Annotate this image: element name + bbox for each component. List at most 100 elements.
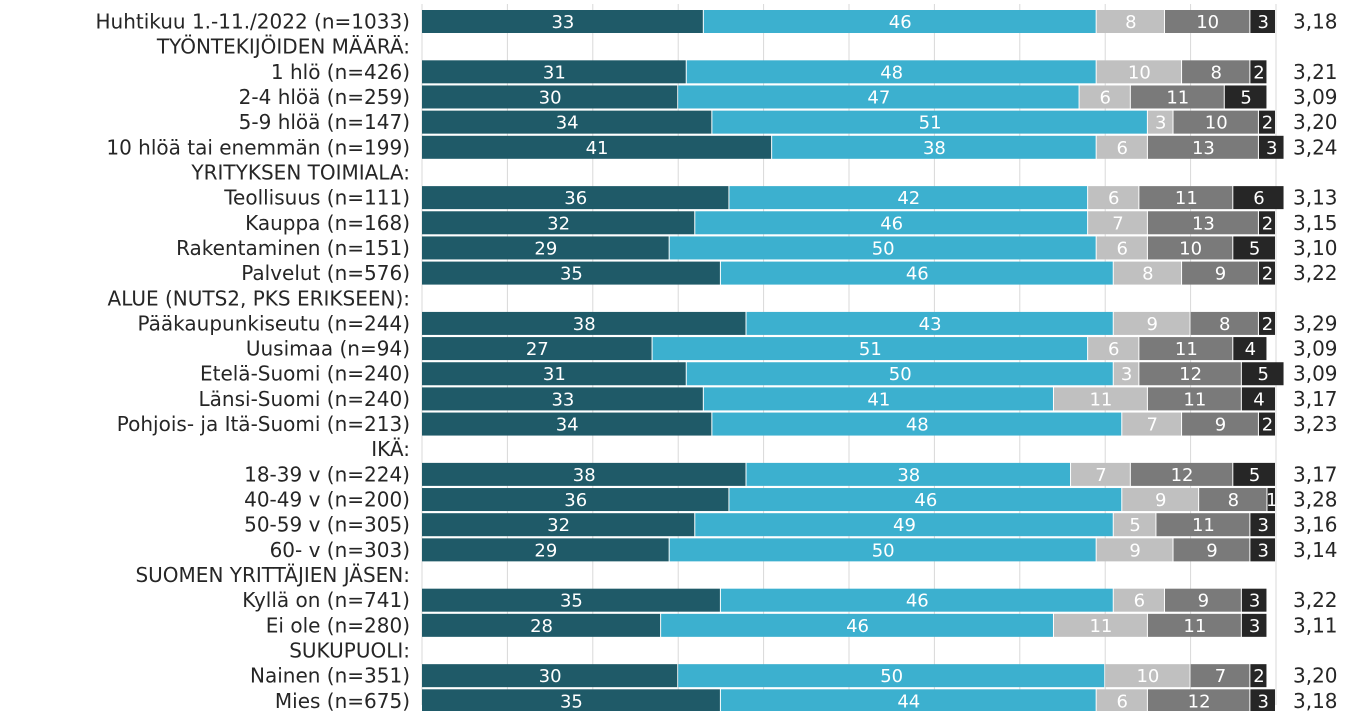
row-label: Nainen (n=351) xyxy=(250,664,410,688)
average-value: 3,14 xyxy=(1293,538,1338,562)
row-label: 1 hlö (n=426) xyxy=(271,60,410,84)
bar-row: Rakentaminen (n=151) 29 50 6 10 5 3,10 xyxy=(176,236,1337,260)
bar-segment xyxy=(712,412,1122,436)
average-value: 3,21 xyxy=(1293,60,1338,84)
segment-value-label: 3 xyxy=(1257,12,1268,33)
segment-value-label: 7 xyxy=(1215,666,1226,687)
segment-value-label: 47 xyxy=(867,87,890,108)
segment-value-label: 5 xyxy=(1240,87,1251,108)
segment-value-label: 10 xyxy=(1205,113,1228,134)
segment-value-label: 2 xyxy=(1253,62,1264,83)
bar-segment xyxy=(422,236,669,260)
bar-segment xyxy=(1258,211,1275,235)
segment-value-label: 8 xyxy=(1142,264,1153,285)
bar-row: 60- v (n=303) 29 50 9 9 3 3,14 xyxy=(270,538,1338,562)
row-label: Kauppa (n=168) xyxy=(245,211,410,235)
bar-segment xyxy=(746,462,1071,486)
segment-value-label: 8 xyxy=(1228,490,1239,511)
segment-value-label: 3 xyxy=(1121,364,1132,385)
segment-value-label: 11 xyxy=(1175,339,1198,360)
segment-value-label: 50 xyxy=(889,364,912,385)
row-label: Rakentaminen (n=151) xyxy=(176,236,410,260)
group-header: YRITYKSEN TOIMIALA: xyxy=(190,160,410,184)
bar-segment xyxy=(422,135,772,159)
bar-segment xyxy=(422,10,703,33)
bar-segment xyxy=(1241,387,1275,411)
average-value: 3,20 xyxy=(1293,110,1338,134)
segment-value-label: 3 xyxy=(1257,540,1268,561)
segment-value-label: 6 xyxy=(1117,691,1128,711)
group-header: SUOMEN YRITTÄJIEN JÄSEN: xyxy=(135,563,410,587)
bar-segment xyxy=(1139,362,1241,386)
bar-row: Huhtikuu 1.-11./2022 (n=1033) 33 46 8 10 3 3,1… xyxy=(95,10,1337,34)
average-value: 3,24 xyxy=(1293,135,1338,159)
bar-segment xyxy=(422,387,703,411)
bar-segment xyxy=(422,311,746,335)
segment-value-label: 3 xyxy=(1155,113,1166,134)
bar-segment xyxy=(1241,362,1284,386)
segment-value-label: 3 xyxy=(1266,138,1277,159)
bar-segment xyxy=(1053,387,1147,411)
bar-segment xyxy=(1233,236,1275,260)
bar-segment xyxy=(422,261,720,285)
segment-value-label: 32 xyxy=(547,213,570,234)
segment-value-label: 35 xyxy=(560,591,583,612)
segment-value-label: 2 xyxy=(1262,213,1273,234)
segment-value-label: 11 xyxy=(1192,515,1215,536)
bar-segment xyxy=(652,337,1088,361)
bar-row: 18-39 v (n=224) 38 38 7 12 5 3,17 xyxy=(244,462,1337,486)
bar-segment xyxy=(1096,538,1173,562)
row-label: Pohjois- ja Itä-Suomi (n=213) xyxy=(117,412,410,436)
bar-segment xyxy=(1139,337,1233,361)
average-value: 3,22 xyxy=(1293,261,1338,285)
row-label: 18-39 v (n=224) xyxy=(244,462,410,486)
segment-value-label: 38 xyxy=(573,465,596,486)
segment-value-label: 27 xyxy=(526,339,549,360)
segment-value-label: 50 xyxy=(872,238,895,259)
segment-value-label: 8 xyxy=(1219,314,1230,335)
bar-segment xyxy=(1190,311,1258,335)
bar-segment xyxy=(1088,186,1139,210)
segment-value-label: 34 xyxy=(556,113,579,134)
segment-value-label: 9 xyxy=(1215,415,1226,436)
bar-segment xyxy=(1258,412,1275,436)
bar-segment xyxy=(695,513,1113,537)
bar-segment xyxy=(729,186,1088,210)
segment-value-label: 46 xyxy=(880,213,903,234)
segment-value-label: 3 xyxy=(1257,515,1268,536)
bar-segment xyxy=(669,236,1096,260)
bar-row: 50-59 v (n=305) 32 49 5 11 3 3,16 xyxy=(244,513,1337,537)
group-header-label: SUKUPUOLI: xyxy=(289,639,410,663)
bar-segment xyxy=(1147,135,1258,159)
segment-value-label: 30 xyxy=(539,87,562,108)
segment-value-label: 10 xyxy=(1196,12,1219,33)
bar-row: 5-9 hlöä (n=147) 34 51 3 10 2 3,20 xyxy=(239,110,1338,134)
bar-segment xyxy=(1182,60,1250,84)
segment-value-label: 9 xyxy=(1215,264,1226,285)
group-header-label: YRITYKSEN TOIMIALA: xyxy=(190,160,410,184)
chart-rows: Huhtikuu 1.-11./2022 (n=1033) 33 46 8 10 3 3,1… xyxy=(95,10,1338,711)
bar-segment xyxy=(422,85,678,109)
bar-segment xyxy=(1250,60,1267,84)
row-label: Mies (n=675) xyxy=(275,689,410,711)
bar-segment xyxy=(669,538,1096,562)
bar-segment xyxy=(422,462,746,486)
segment-value-label: 8 xyxy=(1210,62,1221,83)
bar-segment xyxy=(1250,689,1275,711)
segment-value-label: 5 xyxy=(1249,465,1260,486)
group-header: SUKUPUOLI: xyxy=(289,639,410,663)
segment-value-label: 43 xyxy=(919,314,942,335)
segment-value-label: 11 xyxy=(1089,389,1112,410)
group-header-label: SUOMEN YRITTÄJIEN JÄSEN: xyxy=(135,563,410,587)
segment-value-label: 5 xyxy=(1129,515,1140,536)
bar-row: Uusimaa (n=94) 27 51 6 11 4 3,09 xyxy=(246,337,1338,361)
bar-row: 2-4 hlöä (n=259) 30 47 6 11 5 3,09 xyxy=(239,85,1338,109)
row-label: 5-9 hlöä (n=147) xyxy=(239,110,410,134)
bar-segment xyxy=(703,10,1096,33)
average-value: 3,22 xyxy=(1293,588,1338,612)
bar-segment xyxy=(422,613,661,637)
segment-value-label: 13 xyxy=(1192,138,1215,159)
bar-segment xyxy=(422,412,712,436)
bar-segment xyxy=(678,664,1105,688)
bar-row: Nainen (n=351) 30 50 10 7 2 3,20 xyxy=(250,664,1338,688)
